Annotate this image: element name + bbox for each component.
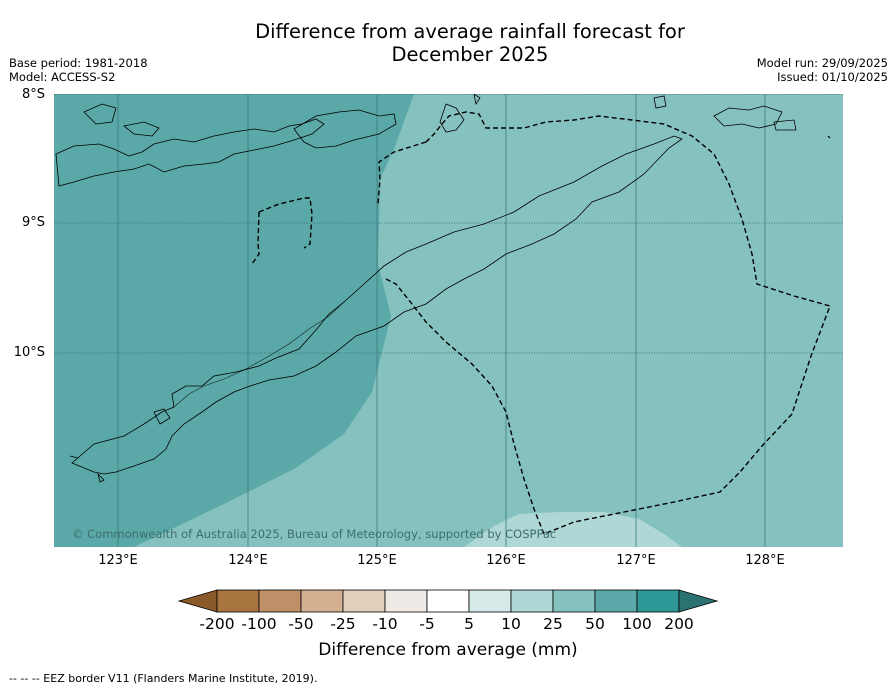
lat-label-9s: 9°S — [21, 215, 45, 230]
title-line-2: December 2025 — [391, 43, 549, 66]
cbar-tick: -200 — [199, 615, 235, 633]
colorbar-bin — [636, 589, 680, 613]
colorbar-bin — [552, 589, 596, 613]
cbar-tick: 200 — [664, 615, 694, 633]
lat-label-8s: 8°S — [21, 87, 45, 102]
model-name: Model: ACCESS-S2 — [9, 70, 116, 84]
cbar-tick: 50 — [585, 615, 605, 633]
colorbar — [177, 589, 719, 613]
cbar-tick: -10 — [372, 615, 398, 633]
zone-25-to-50 — [464, 512, 682, 547]
copyright-notice: © Commonwealth of Australia 2025, Bureau… — [72, 527, 557, 541]
cbar-tick: -25 — [330, 615, 356, 633]
meta-left: Base period: 1981-2018 Model: ACCESS-S2 — [9, 56, 148, 84]
colorbar-bin — [510, 589, 554, 613]
colorbar-bin — [216, 589, 260, 613]
alor-coastline — [293, 109, 397, 149]
colorbar-bin — [258, 589, 302, 613]
issued-date: Issued: 01/10/2025 — [777, 70, 888, 84]
lon-label-127e: 127°E — [616, 553, 656, 568]
cbar-tick: 5 — [464, 615, 474, 633]
cbar-tick: 100 — [622, 615, 652, 633]
colorbar-bin — [594, 589, 638, 613]
lon-label-128e: 128°E — [745, 553, 785, 568]
base-period: Base period: 1981-2018 — [9, 56, 148, 70]
cbar-tick: -100 — [241, 615, 277, 633]
cbar-tick: 25 — [543, 615, 563, 633]
lat-gridlines — [54, 94, 843, 354]
colorbar-label: Difference from average (mm) — [318, 640, 578, 660]
lat-label-10s: 10°S — [13, 345, 45, 360]
lon-label-123e: 123°E — [98, 553, 138, 568]
colorbar-extend-low — [177, 589, 218, 613]
colorbar-bin — [342, 589, 386, 613]
cbar-tick: -5 — [419, 615, 435, 633]
lon-label-126e: 126°E — [486, 553, 526, 568]
model-run: Model run: 29/09/2025 — [756, 56, 888, 70]
rainfall-map — [54, 94, 843, 547]
lon-label-124e: 124°E — [228, 553, 268, 568]
title-line-1: Difference from average rainfall forecas… — [255, 20, 685, 43]
colorbar-bin — [384, 589, 428, 613]
kisar-coastline — [713, 105, 783, 129]
cbar-tick: -50 — [288, 615, 314, 633]
lon-label-125e: 125°E — [357, 553, 397, 568]
colorbar-extend-high — [678, 589, 719, 613]
lon-gridlines — [117, 94, 766, 547]
colorbar-bin — [426, 589, 470, 613]
colorbar-ticks: -200 -100 -50 -25 -10 -5 5 10 25 50 100 … — [0, 615, 896, 637]
eez-footnote: -- -- -- EEZ border V11 (Flanders Marine… — [9, 672, 318, 685]
cbar-tick: 10 — [501, 615, 521, 633]
colorbar-bin — [300, 589, 344, 613]
eez-borders — [251, 111, 831, 535]
meta-right: Model run: 29/09/2025 Issued: 01/10/2025 — [757, 56, 888, 84]
map-title: Difference from average rainfall forecas… — [0, 20, 896, 66]
zone-100-to-200 — [54, 94, 414, 547]
flores-coastline — [55, 118, 325, 187]
colorbar-bin — [468, 589, 512, 613]
